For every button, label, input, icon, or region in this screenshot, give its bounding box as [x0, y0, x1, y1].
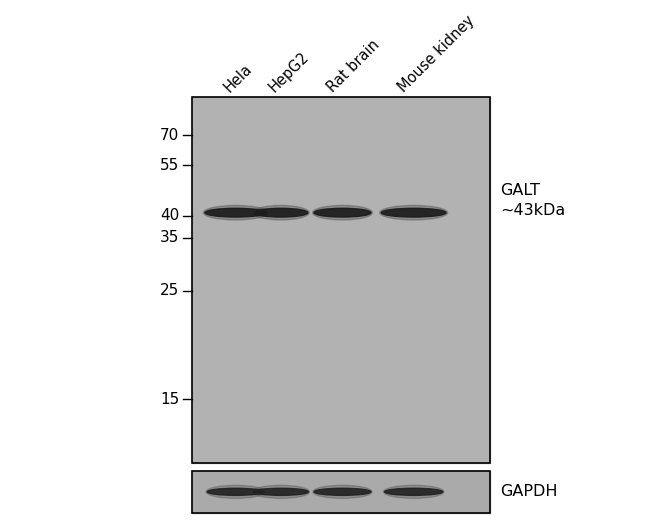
Text: ~43kDa: ~43kDa [500, 203, 565, 218]
Ellipse shape [382, 209, 446, 217]
Text: 15: 15 [160, 392, 179, 407]
Ellipse shape [205, 209, 266, 217]
Bar [192, 97, 490, 463]
Text: Mouse kidney: Mouse kidney [395, 12, 477, 95]
Ellipse shape [252, 485, 309, 498]
Ellipse shape [385, 488, 443, 496]
Text: 40: 40 [160, 208, 179, 223]
Text: 55: 55 [160, 158, 179, 173]
Bar [192, 471, 490, 513]
Bar [192, 471, 490, 513]
Text: 35: 35 [160, 230, 179, 245]
Ellipse shape [254, 488, 309, 496]
Ellipse shape [314, 488, 371, 496]
Text: Hela: Hela [221, 61, 255, 95]
Text: 70: 70 [160, 128, 179, 142]
Ellipse shape [207, 488, 264, 496]
Ellipse shape [254, 209, 308, 217]
Ellipse shape [253, 205, 309, 220]
Ellipse shape [313, 485, 372, 498]
Ellipse shape [206, 485, 265, 498]
Text: HepG2: HepG2 [266, 49, 313, 95]
Text: Rat brain: Rat brain [325, 37, 383, 95]
Text: 25: 25 [160, 283, 179, 298]
Ellipse shape [380, 205, 448, 220]
Ellipse shape [203, 205, 268, 220]
Text: GALT: GALT [500, 183, 540, 198]
Ellipse shape [384, 485, 444, 498]
Ellipse shape [314, 209, 371, 217]
Text: GAPDH: GAPDH [500, 484, 557, 499]
Bar [192, 97, 490, 463]
Ellipse shape [313, 205, 372, 220]
